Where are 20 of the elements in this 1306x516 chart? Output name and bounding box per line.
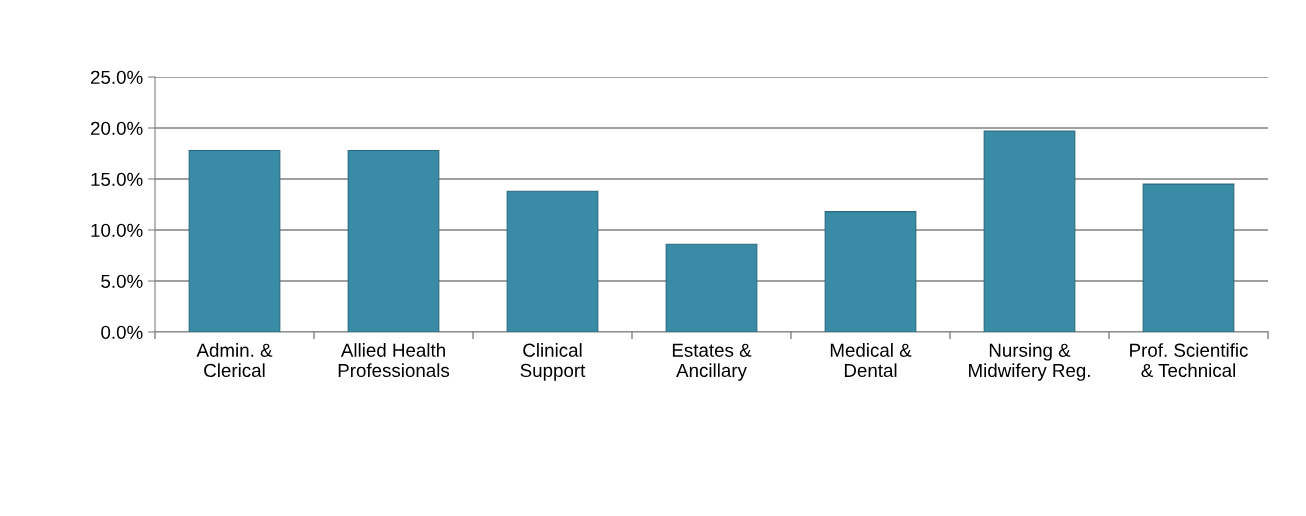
y-tick-label: 20.0%	[90, 121, 143, 135]
y-tick-label: 10.0%	[91, 223, 143, 237]
x-tick-label: Estates & Ancillary	[672, 343, 752, 381]
y-tick-label: 0.0%	[101, 325, 143, 339]
bar	[1142, 183, 1235, 332]
y-tick-label: 15.0%	[91, 172, 143, 186]
bar	[506, 190, 599, 332]
bar	[824, 211, 917, 332]
x-tick-label: Admin. & Clerical	[196, 343, 273, 378]
x-tick-label: Nursing & Midwifery Reg.	[969, 343, 1090, 381]
bar	[347, 149, 440, 332]
x-tick-label: Medical & Dental	[830, 343, 912, 378]
y-tick-label: 25.0%	[90, 70, 143, 84]
bar	[188, 149, 281, 332]
x-tick-label: Allied Health Professionals	[338, 343, 450, 378]
bar	[983, 130, 1076, 332]
x-tick-label: Prof. Scientific & Technical	[1130, 343, 1248, 378]
x-tick-label: Clinical Support	[520, 343, 586, 381]
bar	[665, 243, 758, 332]
y-tick-label: 5.0%	[101, 274, 143, 288]
